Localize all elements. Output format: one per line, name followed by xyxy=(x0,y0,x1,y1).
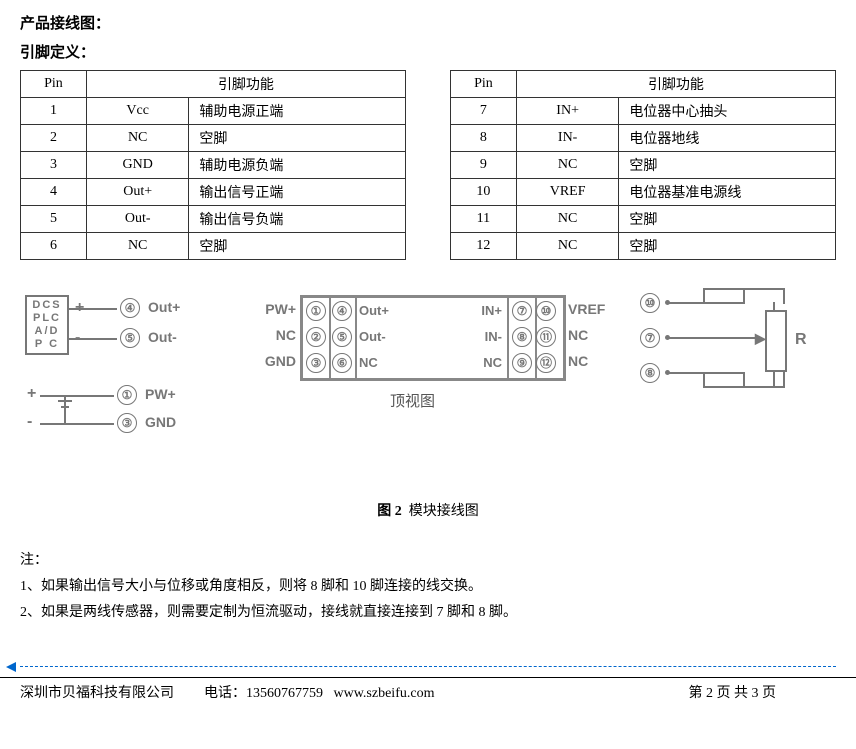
note-1: 1、如果输出信号大小与位移或角度相反，则将 8 脚和 10 脚连接的线交换。 xyxy=(20,574,836,600)
pin-1-icon: ① xyxy=(117,385,137,405)
label-out-minus: Out- xyxy=(148,329,177,345)
page-footer: 深圳市贝福科技有限公司 电话：13560767759 www.szbeifu.c… xyxy=(0,677,856,712)
table-row: 3 xyxy=(21,152,87,179)
notes-header: 注： xyxy=(20,548,836,574)
label-gnd: GND xyxy=(145,414,176,430)
page-break-marker xyxy=(20,666,836,675)
heading-pindef: 引脚定义： xyxy=(20,41,836,62)
footer-company: 深圳市贝福科技有限公司 xyxy=(20,682,174,702)
dcs-box: DCS PLC A/D P C xyxy=(25,295,69,355)
potentiometer-symbol: ⑩ ⑦ ⑧ ▶ R xyxy=(640,295,840,390)
label-pw-plus: PW+ xyxy=(145,386,176,402)
note-2: 2、如果是两线传感器，则需要定制为恒流驱动，接线就直接连接到 7 脚和 8 脚。 xyxy=(20,600,836,626)
footer-page: 第 2 页 共 3 页 xyxy=(689,682,777,702)
pin-5-icon: ⑤ xyxy=(120,328,140,348)
pin-4-icon: ④ xyxy=(120,298,140,318)
wiring-diagram: DCS PLC A/D P C + - ④ Out+ ⑤ Out- + - ① … xyxy=(20,295,836,445)
label-out-plus: Out+ xyxy=(148,299,180,315)
table-row: 1 xyxy=(21,98,87,125)
table-row: 6 xyxy=(21,233,87,260)
table-row: 5 xyxy=(21,206,87,233)
figure-caption: 图 2 模块接线图 xyxy=(20,500,836,520)
th-func-r: 引脚功能 xyxy=(516,71,835,98)
pin-3-icon: ③ xyxy=(117,413,137,433)
module-caption: 顶视图 xyxy=(390,390,435,411)
heading-wiring: 产品接线图： xyxy=(20,12,836,33)
th-func-l: 引脚功能 xyxy=(86,71,405,98)
module-top-view: ① ② ③ ④ ⑤ ⑥ Out+ Out- NC IN+ IN- NC ⑦ ⑧ xyxy=(300,295,566,381)
th-pin-r: Pin xyxy=(450,71,516,98)
th-pin-l: Pin xyxy=(21,71,87,98)
notes-section: 注： 1、如果输出信号大小与位移或角度相反，则将 8 脚和 10 脚连接的线交换… xyxy=(20,548,836,626)
footer-phone: 电话：13560767759 www.szbeifu.com xyxy=(204,682,434,702)
pin-table: Pin 引脚功能 Pin 引脚功能 1Vcc辅助电源正端7IN+电位器中心抽头2… xyxy=(20,70,836,260)
resistor-label: R xyxy=(795,331,807,349)
power-symbol: + - ① PW+ ③ GND xyxy=(40,390,190,440)
table-row: 2 xyxy=(21,125,87,152)
table-row: 4 xyxy=(21,179,87,206)
